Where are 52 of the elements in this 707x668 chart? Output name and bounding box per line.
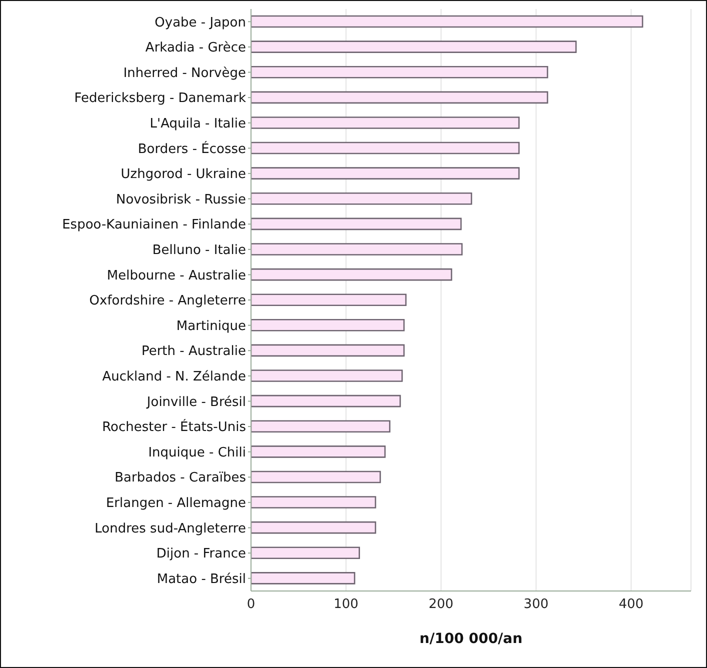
bar bbox=[251, 572, 356, 584]
y-tick-label: Londres sud-Angleterre bbox=[94, 521, 246, 536]
y-tick-label: Auckland - N. Zélande bbox=[102, 370, 246, 385]
y-tick-label: Inquique - Chili bbox=[148, 445, 246, 460]
bar bbox=[251, 294, 407, 306]
y-tick-label: Melbourne - Australie bbox=[106, 268, 246, 284]
x-tick-label: 100 bbox=[334, 597, 358, 612]
y-tick-label: Borders - Écosse bbox=[138, 140, 246, 157]
y-tick-label: Federicksberg - Danemark bbox=[74, 91, 246, 106]
bar bbox=[251, 91, 548, 104]
bar bbox=[251, 446, 386, 458]
bar bbox=[251, 268, 452, 281]
y-tick-label: Matao - Brésil bbox=[156, 572, 246, 587]
bar bbox=[251, 167, 520, 180]
y-tick-label: L'Aquila - Italie bbox=[150, 116, 246, 132]
bar bbox=[251, 40, 577, 53]
y-tick-label: Uzhgorod - Ukraine bbox=[120, 167, 246, 182]
x-tick-label: 200 bbox=[428, 597, 454, 612]
y-tick-label: Novosibrisk - Russie bbox=[116, 192, 246, 208]
bar bbox=[251, 470, 381, 484]
bar bbox=[251, 370, 403, 382]
y-tick-label: Inherred - Norvège bbox=[123, 66, 246, 81]
bar bbox=[251, 319, 405, 332]
bar bbox=[251, 496, 376, 508]
bar bbox=[251, 546, 360, 560]
y-tick-label: Martinique bbox=[176, 318, 246, 334]
bar bbox=[251, 15, 644, 28]
x-tick-label: 300 bbox=[524, 597, 549, 612]
y-tick-label: Erlangen - Allemagne bbox=[106, 496, 246, 512]
bar bbox=[251, 521, 376, 534]
y-tick-label: Belluno - Italie bbox=[152, 243, 246, 258]
bar bbox=[251, 243, 463, 256]
y-tick-label: Oyabe - Japon bbox=[154, 15, 246, 30]
y-tick-label: Barbados - Caraïbes bbox=[114, 470, 246, 486]
bar bbox=[251, 66, 548, 78]
x-tick-label: 400 bbox=[618, 597, 644, 612]
y-tick-label: Joinville - Brésil bbox=[146, 394, 246, 410]
bar bbox=[251, 116, 520, 129]
bar bbox=[251, 344, 405, 357]
x-axis-title: n/100 000/an bbox=[420, 631, 522, 647]
y-tick-label: Rochester - États-Unis bbox=[102, 418, 246, 436]
y-tick-label: Perth - Australie bbox=[141, 344, 246, 360]
bar bbox=[251, 394, 401, 408]
y-tick-label: Dijon - France bbox=[156, 546, 246, 562]
y-tick-label: Espoo-Kauniainen - Finlande bbox=[62, 218, 246, 233]
y-tick-label: Oxfordshire - Angleterre bbox=[89, 294, 246, 309]
bar bbox=[251, 218, 462, 230]
bar bbox=[251, 142, 520, 154]
bar bbox=[251, 420, 390, 433]
bar bbox=[251, 192, 472, 205]
y-tick-label: Arkadia - Grèce bbox=[145, 40, 246, 56]
x-tick-label: 0 bbox=[246, 597, 256, 612]
